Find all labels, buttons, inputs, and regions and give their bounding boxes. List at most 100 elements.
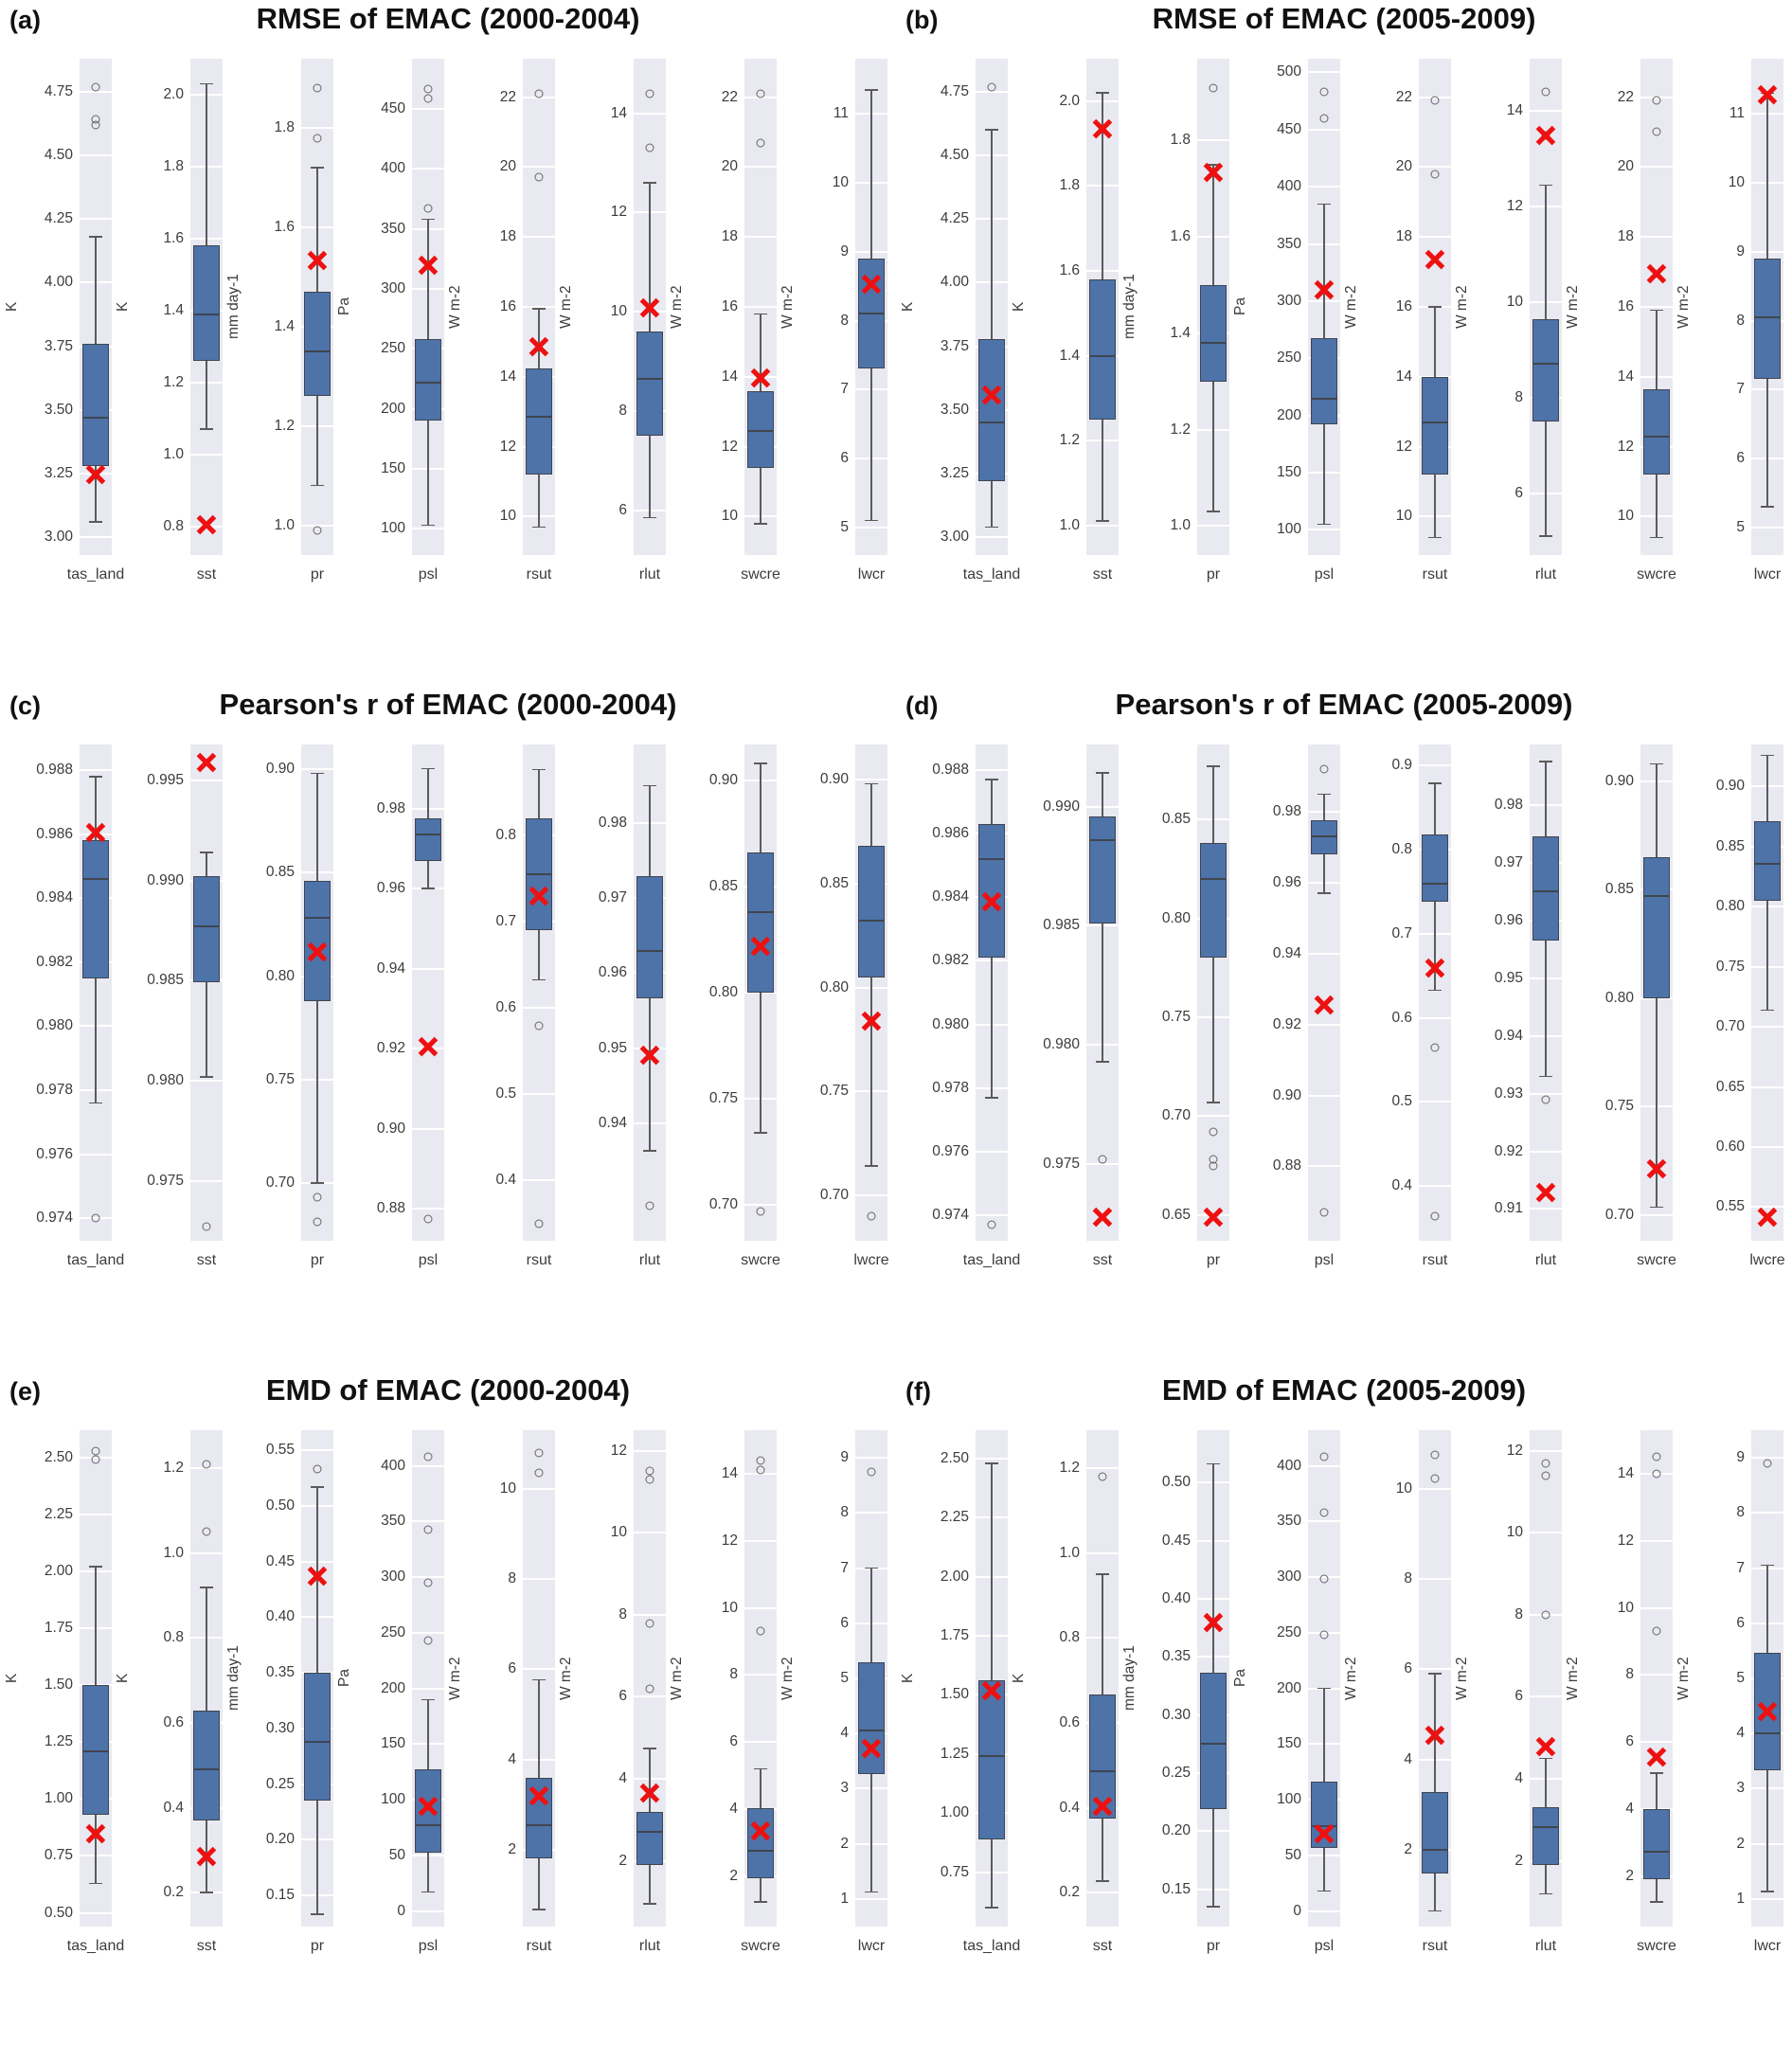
median-line — [1755, 1732, 1780, 1735]
varplot-rsut: 2 4 6 8 10 W m-2 ✕ rsut — [447, 1430, 560, 1966]
tick-label: 0.92 — [1272, 1015, 1301, 1032]
emac-x-marker: ✕ — [1533, 121, 1558, 153]
tick-label: 0.8 — [163, 1629, 184, 1646]
tick-label: 4.50 — [940, 147, 969, 164]
varplot-sst: 1.0 1.2 1.4 1.6 1.8 2.0 K ✕ sst — [1011, 59, 1123, 595]
tick-label: 0.974 — [36, 1210, 73, 1227]
tick-label: 0.94 — [376, 959, 405, 977]
tick-label: 8 — [508, 1570, 516, 1587]
outlier-point — [313, 1464, 322, 1474]
median-line — [83, 1749, 108, 1752]
tick-label: 2 — [508, 1841, 516, 1858]
outlier-point — [423, 1578, 433, 1587]
box — [636, 1811, 663, 1866]
tick-label: 1.4 — [1170, 324, 1191, 341]
tick-label: 1.00 — [940, 1804, 969, 1821]
tick-label: 1.8 — [1170, 132, 1191, 149]
tick-label: 8 — [729, 1666, 738, 1683]
tick-label: 14 — [1506, 102, 1523, 119]
tick-label: 250 — [1277, 350, 1301, 367]
tick-label: 0.40 — [265, 1608, 295, 1625]
whisker-cap — [1096, 520, 1109, 522]
box — [978, 338, 1005, 482]
gridline — [523, 1179, 555, 1182]
tick-label: 400 — [1277, 178, 1301, 195]
whisker-cap — [89, 521, 102, 523]
whisker-cap — [865, 1891, 878, 1893]
whisker-cap — [985, 1907, 998, 1909]
tick-label: 0.55 — [1715, 1198, 1745, 1215]
x-axis-label: sst — [196, 1938, 217, 1954]
whisker-cap — [1539, 184, 1552, 187]
x-axis-label: rsut — [1422, 1252, 1448, 1268]
gridline — [190, 780, 223, 782]
whisker-cap — [1539, 1757, 1552, 1760]
tick-label: 12 — [721, 438, 738, 455]
tick-label: 5 — [840, 518, 849, 535]
y-axis-unit-label: W m-2 — [1343, 1657, 1359, 1700]
gridline — [1751, 1085, 1783, 1088]
tick-label: 4.75 — [940, 82, 969, 99]
outlier-point — [1541, 1471, 1550, 1480]
emac-x-marker: ✕ — [194, 510, 219, 542]
panel-title: EMD of EMAC (2000-2004) — [265, 1373, 631, 1407]
tick-label: 0.5 — [1391, 1093, 1412, 1110]
median-line — [1533, 890, 1558, 893]
gridline — [412, 1127, 444, 1130]
tick-label: 0.15 — [1161, 1880, 1191, 1897]
tick-label: 14 — [721, 368, 738, 385]
whisker-cap — [1207, 765, 1220, 767]
gridline — [412, 1464, 444, 1467]
tick-label: 400 — [1277, 1457, 1301, 1474]
tick-label: 2 — [1736, 1835, 1745, 1852]
tick-label: 1.4 — [1059, 347, 1080, 364]
whisker-cap — [1761, 754, 1774, 757]
y-axis-unit-label: W m-2 — [447, 1657, 463, 1700]
gridline — [744, 1606, 777, 1609]
gridline — [1419, 1668, 1451, 1671]
tick-label: 9 — [1736, 242, 1745, 260]
x-axis-label: tas_land — [962, 1252, 1021, 1268]
tick-label: 0.75 — [1604, 1098, 1634, 1115]
gridline — [523, 1578, 555, 1581]
x-axis-label: pr — [310, 1252, 325, 1268]
tick-label: 0.2 — [1059, 1884, 1080, 1901]
gridline — [634, 1695, 666, 1698]
y-axis-unit-label: W m-2 — [1343, 285, 1359, 329]
box — [747, 390, 774, 468]
tick-label: 100 — [1277, 1791, 1301, 1808]
x-axis-label: swcre — [1637, 566, 1676, 583]
tick-label: 2.50 — [940, 1449, 969, 1466]
outlier-point — [423, 84, 433, 94]
tick-label: 0.8 — [163, 517, 184, 534]
tick-label: 18 — [1617, 228, 1634, 245]
varplot-swcre: 2 4 6 8 10 12 14 W m-2 ✕ swcre — [1565, 1430, 1677, 1966]
tick-label: 4.50 — [44, 147, 73, 164]
y-axis-unit-label: Pa — [336, 1669, 352, 1688]
median-line — [305, 917, 330, 920]
tick-label: 3 — [840, 1780, 849, 1797]
gridline — [1419, 1101, 1451, 1103]
varplot-rsut: 2 4 6 8 10 W m-2 ✕ rsut — [1343, 1430, 1456, 1966]
y-axis-unit-label: W m-2 — [1676, 285, 1692, 329]
gridline — [1308, 1094, 1340, 1097]
tick-label: 1.2 — [163, 373, 184, 390]
panel-a: (a) RMSE of EMAC (2000-2004) 3.00 3.25 3.5… — [0, 0, 896, 686]
emac-x-marker: ✕ — [305, 245, 330, 278]
whisker-cap — [200, 82, 213, 85]
x-axis-label: swcre — [1637, 1938, 1676, 1954]
tick-label: 0.20 — [1161, 1822, 1191, 1839]
tick-label: 12 — [1395, 438, 1412, 455]
x-axis-label: swcre — [741, 566, 780, 583]
y-axis-unit-label: K — [1011, 301, 1027, 313]
tick-label: 6 — [1736, 1614, 1745, 1631]
varplot-rlut: 2 4 6 8 10 12 W m-2 ✕ rlut — [558, 1430, 671, 1966]
tick-label: 7 — [840, 1559, 849, 1576]
gridline — [855, 1193, 887, 1196]
emac-x-marker: ✕ — [1644, 1743, 1669, 1775]
tick-label: 0.75 — [819, 1083, 849, 1100]
whisker-cap — [1096, 92, 1109, 94]
tick-label: 200 — [381, 1679, 405, 1696]
outlier-point — [756, 1456, 765, 1465]
tick-label: 20 — [1395, 158, 1412, 175]
